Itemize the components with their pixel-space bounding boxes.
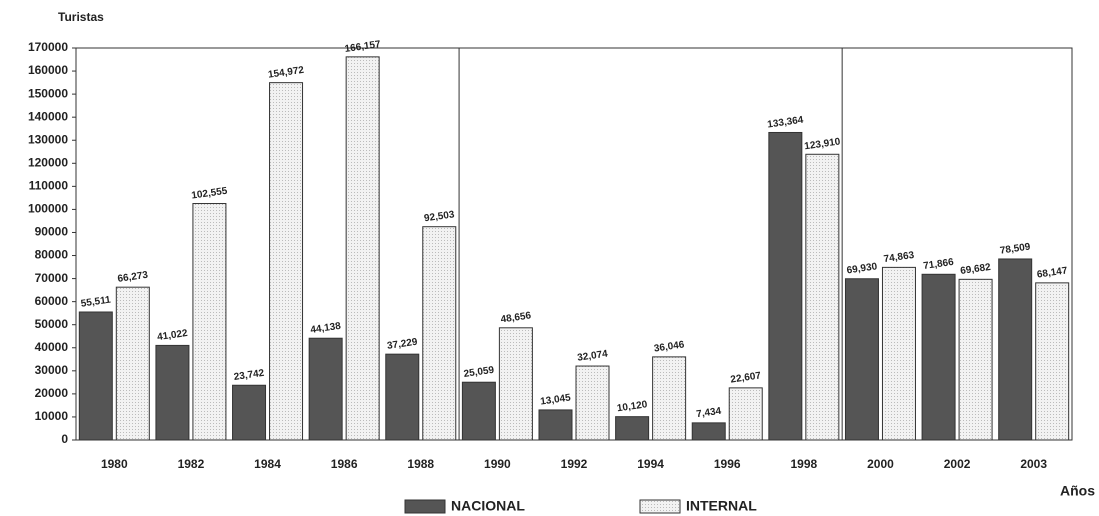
value-label: 69,682 (960, 262, 992, 277)
value-label: 69,930 (846, 261, 878, 276)
bar (538, 409, 573, 441)
bar (1035, 282, 1070, 441)
x-tick-label: 1992 (561, 457, 588, 471)
bar (345, 56, 380, 441)
legend-label: INTERNAL (686, 498, 757, 514)
x-tick-label: 2002 (944, 457, 971, 471)
value-label: 55,511 (80, 295, 112, 310)
value-label: 48,656 (500, 310, 532, 325)
y-tick-label: 110000 (29, 179, 69, 193)
value-label: 41,022 (157, 328, 189, 343)
bar (844, 278, 879, 441)
y-tick-label: 30000 (35, 363, 69, 377)
x-tick-label: 1986 (331, 457, 358, 471)
bar (155, 344, 190, 441)
y-tick-label: 70000 (35, 271, 69, 285)
legend-swatch (639, 499, 681, 514)
value-label: 37,229 (386, 337, 418, 352)
value-label: 25,059 (463, 365, 495, 380)
y-tick-label: 170000 (28, 40, 68, 54)
x-tick-label: 1998 (790, 457, 817, 471)
y-tick-label: 90000 (35, 225, 69, 239)
value-label: 133,364 (767, 115, 805, 131)
x-tick-label: 1980 (101, 457, 128, 471)
value-label: 92,503 (423, 209, 455, 224)
legend-swatch (404, 499, 446, 514)
x-tick-label: 1994 (637, 457, 664, 471)
bar (998, 258, 1033, 441)
bar (921, 273, 956, 441)
y-tick-label: 40000 (35, 340, 69, 354)
value-label: 102,555 (191, 186, 229, 202)
value-label: 71,866 (923, 257, 955, 272)
x-tick-label: 2000 (867, 457, 894, 471)
value-label: 166,157 (344, 39, 382, 55)
bar (78, 311, 113, 441)
value-label: 13,045 (540, 392, 572, 407)
legend-label: NACIONAL (451, 498, 525, 514)
value-label: 74,863 (883, 250, 915, 265)
y-tick-label: 50000 (35, 317, 69, 331)
x-tick-label: 1982 (178, 457, 205, 471)
value-label: 7,434 (696, 406, 723, 420)
x-tick-label: 1988 (407, 457, 434, 471)
plot-frame (75, 47, 1073, 441)
bar (805, 153, 840, 441)
bar (881, 266, 916, 441)
x-tick-label: 1984 (254, 457, 281, 471)
y-tick-label: 160000 (28, 63, 68, 77)
y-tick-label: 60000 (35, 294, 69, 308)
bar (192, 203, 227, 441)
value-label: 78,509 (999, 241, 1031, 256)
bar (728, 387, 763, 441)
bar (385, 353, 420, 441)
value-label: 66,273 (117, 270, 149, 285)
bar (422, 226, 457, 441)
x-tick-label: 1990 (484, 457, 511, 471)
y-tick-label: 20000 (35, 386, 69, 400)
x-tick-label: 2003 (1020, 457, 1047, 471)
y-tick-label: 10000 (35, 409, 69, 423)
value-label: 68,147 (1036, 265, 1068, 280)
bar (768, 131, 803, 441)
value-label: 36,046 (653, 339, 685, 354)
x-tick-label: 1996 (714, 457, 741, 471)
bar (958, 278, 993, 441)
value-label: 44,138 (310, 321, 342, 336)
y-tick-label: 150000 (28, 86, 68, 100)
y-tick-label: 100000 (28, 202, 68, 216)
bar (615, 416, 650, 441)
bar (269, 82, 304, 441)
bar (652, 356, 687, 441)
y-axis-label: Turistas (58, 10, 104, 24)
bar (498, 327, 533, 441)
value-label: 10,120 (616, 399, 648, 414)
y-tick-label: 0 (61, 432, 68, 446)
value-label: 154,972 (267, 65, 305, 81)
value-label: 22,607 (730, 370, 762, 385)
bar (232, 384, 267, 441)
bar (461, 381, 496, 441)
value-label: 23,742 (233, 368, 265, 383)
y-tick-label: 80000 (35, 248, 69, 262)
bar (115, 286, 150, 441)
value-label: 123,910 (804, 136, 842, 152)
x-axis-label: Años (1060, 483, 1095, 499)
value-label: 32,074 (577, 349, 609, 364)
y-tick-label: 130000 (28, 132, 68, 146)
bar (691, 422, 726, 441)
bar (308, 337, 343, 441)
y-tick-label: 140000 (28, 109, 68, 123)
bar (575, 365, 610, 441)
y-tick-label: 120000 (28, 155, 68, 169)
